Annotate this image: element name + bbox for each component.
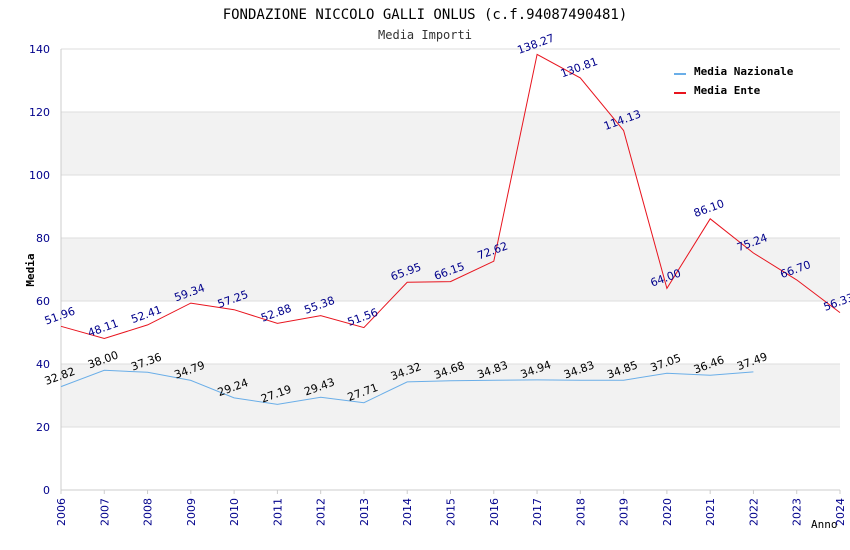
data-label-media-ente: 130.81 bbox=[559, 55, 600, 80]
y-tick-label: 20 bbox=[36, 421, 50, 434]
x-tick-label: 2014 bbox=[401, 498, 414, 526]
y-tick-label: 40 bbox=[36, 358, 50, 371]
x-tick-labels: 2006 2007 2008 2009 2010 2011 2012 2013 2014 2015… bbox=[55, 490, 847, 526]
background-band bbox=[61, 364, 840, 427]
data-label-media-ente: 51.56 bbox=[346, 306, 380, 329]
y-tick-label: 80 bbox=[36, 232, 50, 245]
data-label-media-ente: 86.10 bbox=[692, 197, 726, 220]
legend: Media Nazionale Media Ente bbox=[674, 65, 794, 97]
background-band bbox=[61, 112, 840, 175]
x-tick-label: 2011 bbox=[271, 498, 284, 526]
y-tick-label: 100 bbox=[29, 169, 50, 182]
y-tick-label: 0 bbox=[43, 484, 50, 497]
x-tick-label: 2007 bbox=[98, 498, 111, 526]
x-tick-label: 2019 bbox=[618, 498, 631, 526]
x-tick-label: 2016 bbox=[488, 498, 501, 526]
chart-subtitle: Media Importi bbox=[378, 28, 472, 42]
x-tick-label: 2006 bbox=[55, 498, 68, 526]
x-tick-label: 2021 bbox=[704, 498, 717, 526]
y-tick-label: 60 bbox=[36, 295, 50, 308]
x-tick-label: 2017 bbox=[531, 498, 544, 526]
x-tick-label: 2010 bbox=[228, 498, 241, 526]
y-tick-label: 120 bbox=[29, 106, 50, 119]
data-label-media-ente: 138.27 bbox=[516, 31, 557, 56]
x-tick-label: 2015 bbox=[445, 498, 458, 526]
x-tick-label: 2023 bbox=[791, 498, 804, 526]
x-tick-label: 2020 bbox=[661, 498, 674, 526]
x-tick-label: 2013 bbox=[358, 498, 371, 526]
background-band bbox=[61, 238, 840, 301]
data-label-media-ente: 48.11 bbox=[86, 317, 120, 340]
y-axis-label: Media bbox=[24, 253, 37, 286]
chart-title: FONDAZIONE NICCOLO GALLI ONLUS (c.f.9408… bbox=[223, 7, 628, 23]
series-line-media-ente bbox=[60, 53, 841, 340]
y-tick-label: 140 bbox=[29, 43, 50, 56]
x-tick-label: 2008 bbox=[142, 498, 155, 526]
y-tick-labels: 0 20 40 60 80 100 120 140 bbox=[29, 43, 50, 497]
legend-label-media-nazionale: Media Nazionale bbox=[694, 65, 794, 78]
x-tick-label: 2009 bbox=[185, 498, 198, 526]
x-tick-label: 2024 bbox=[834, 498, 847, 526]
legend-label-media-ente: Media Ente bbox=[694, 84, 761, 97]
background-bands bbox=[61, 112, 840, 427]
series-line-media-nazionale bbox=[60, 369, 754, 405]
x-tick-label: 2012 bbox=[315, 498, 328, 526]
data-label-media-ente: 52.41 bbox=[129, 303, 163, 326]
x-tick-label: 2022 bbox=[747, 498, 760, 526]
series-lines bbox=[60, 53, 841, 405]
x-axis-label: Anno bbox=[811, 518, 838, 531]
x-tick-label: 2018 bbox=[574, 498, 587, 526]
